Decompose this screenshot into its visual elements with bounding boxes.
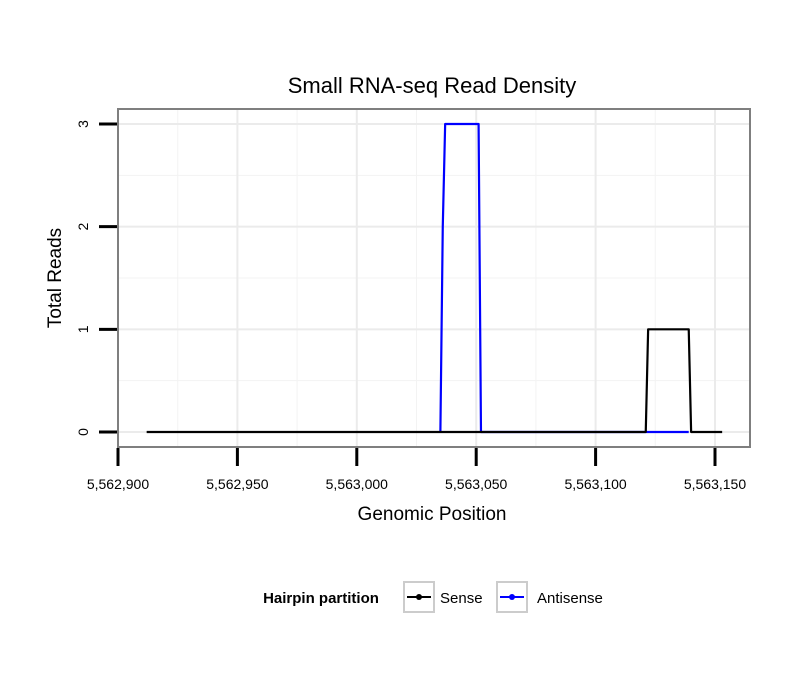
x-tick-label: 5,563,050 xyxy=(445,476,507,492)
y-tick-label: 2 xyxy=(75,223,91,231)
series-layer xyxy=(146,122,723,434)
legend-key-box-antisense xyxy=(496,581,528,613)
legend-key-point-antisense xyxy=(509,594,515,600)
x-tick-label: 5,562,950 xyxy=(206,476,268,492)
legend-label-antisense: Antisense xyxy=(537,590,603,607)
x-tick-label: 5,563,000 xyxy=(326,476,388,492)
y-axis-title: Total Reads xyxy=(45,228,66,328)
axes: 5,562,900 5,562,950 5,563,000 5,563,050 5,56… xyxy=(75,120,746,492)
y-tick-label: 0 xyxy=(75,428,91,436)
x-tick-label: 5,563,100 xyxy=(564,476,626,492)
y-tick-label: 3 xyxy=(75,120,91,128)
x-axis-title: Genomic Position xyxy=(358,504,507,525)
x-tick-label: 5,563,150 xyxy=(684,476,746,492)
legend-key-point-sense xyxy=(416,594,422,600)
legend: Hairpin partition Sense Antisense xyxy=(263,581,603,613)
legend-key-box-sense xyxy=(403,581,435,613)
legend-title: Hairpin partition xyxy=(263,590,379,607)
x-tick-label: 5,562,900 xyxy=(87,476,149,492)
y-tick-label: 1 xyxy=(75,325,91,333)
legend-label-sense: Sense xyxy=(440,590,483,607)
chart-title: Small RNA-seq Read Density xyxy=(288,73,577,98)
grid xyxy=(119,110,749,446)
plot-panel-border xyxy=(117,108,751,448)
series-line-sense xyxy=(146,328,723,434)
